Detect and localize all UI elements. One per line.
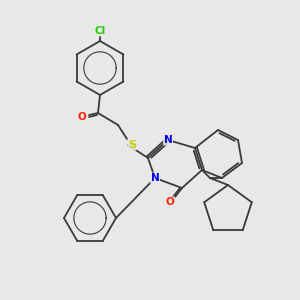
Text: N: N xyxy=(164,135,172,145)
Text: N: N xyxy=(151,173,159,183)
Text: O: O xyxy=(166,197,174,207)
Text: S: S xyxy=(128,140,136,150)
Text: Cl: Cl xyxy=(94,26,106,36)
Text: O: O xyxy=(78,112,86,122)
